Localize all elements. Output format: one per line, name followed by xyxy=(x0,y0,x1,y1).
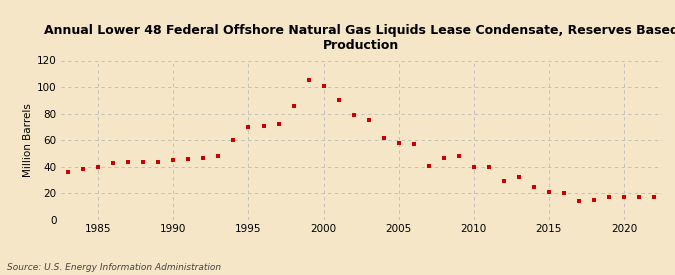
Text: Source: U.S. Energy Information Administration: Source: U.S. Energy Information Administ… xyxy=(7,263,221,272)
Y-axis label: Million Barrels: Million Barrels xyxy=(23,103,32,177)
Title: Annual Lower 48 Federal Offshore Natural Gas Liquids Lease Condensate, Reserves : Annual Lower 48 Federal Offshore Natural… xyxy=(44,24,675,52)
